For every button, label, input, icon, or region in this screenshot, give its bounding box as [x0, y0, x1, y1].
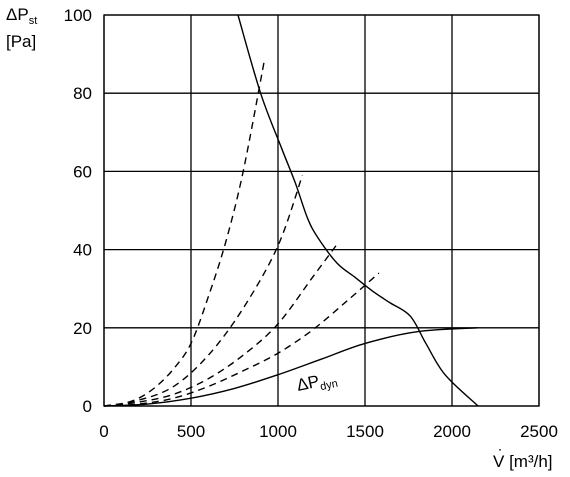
- x-axis-label: V [m³/h]: [493, 452, 553, 471]
- y-axis-label-line1: ΔPst: [6, 5, 37, 27]
- annotation-background: [292, 367, 341, 399]
- x-axis-label-symbol: V: [493, 452, 505, 471]
- axis-labels: ΔPst [Pa] V [m³/h] ˙ ΔPdyn: [6, 5, 553, 471]
- plot-frame: [103, 14, 540, 407]
- x-axis-label-unit: [m³/h]: [504, 452, 552, 471]
- y-axis-label-line2: [Pa]: [6, 32, 36, 51]
- system-curve-4: [103, 272, 380, 407]
- system-curve-1: [103, 61, 265, 407]
- y-tick-label: 60: [73, 162, 92, 181]
- x-tick-label: 2000: [433, 422, 471, 441]
- x-tick-label: 1500: [346, 422, 384, 441]
- tick-labels: 0 500 1000 1500 2000 2500 0 20 40 60 80 100: [64, 6, 558, 441]
- system-curve-3: [103, 241, 340, 407]
- y-axis-label-subscript: st: [29, 15, 38, 27]
- dynamic-pressure-curve: [103, 327, 479, 407]
- x-tick-label: 2500: [520, 422, 558, 441]
- system-curve-2: [103, 175, 304, 407]
- x-axis-label-dot: ˙: [498, 446, 504, 465]
- y-tick-label: 40: [73, 241, 92, 260]
- x-tick-label: 1000: [259, 422, 297, 441]
- grid: [103, 14, 540, 407]
- y-tick-label: 100: [64, 6, 92, 25]
- dyn-pressure-annotation: ΔPdyn: [295, 368, 339, 398]
- x-tick-label: 0: [99, 422, 108, 441]
- dyn-annotation-symbol: ΔP: [295, 372, 321, 395]
- dyn-annotation-subscript: dyn: [319, 378, 339, 393]
- x-tick-label: 500: [177, 422, 205, 441]
- series: [103, 14, 479, 407]
- fan-static-pressure-curve: [237, 14, 479, 407]
- y-axis-label-symbol: ΔP: [6, 5, 29, 24]
- y-tick-label: 20: [73, 319, 92, 338]
- y-tick-label: 80: [73, 84, 92, 103]
- y-tick-label: 0: [83, 397, 92, 416]
